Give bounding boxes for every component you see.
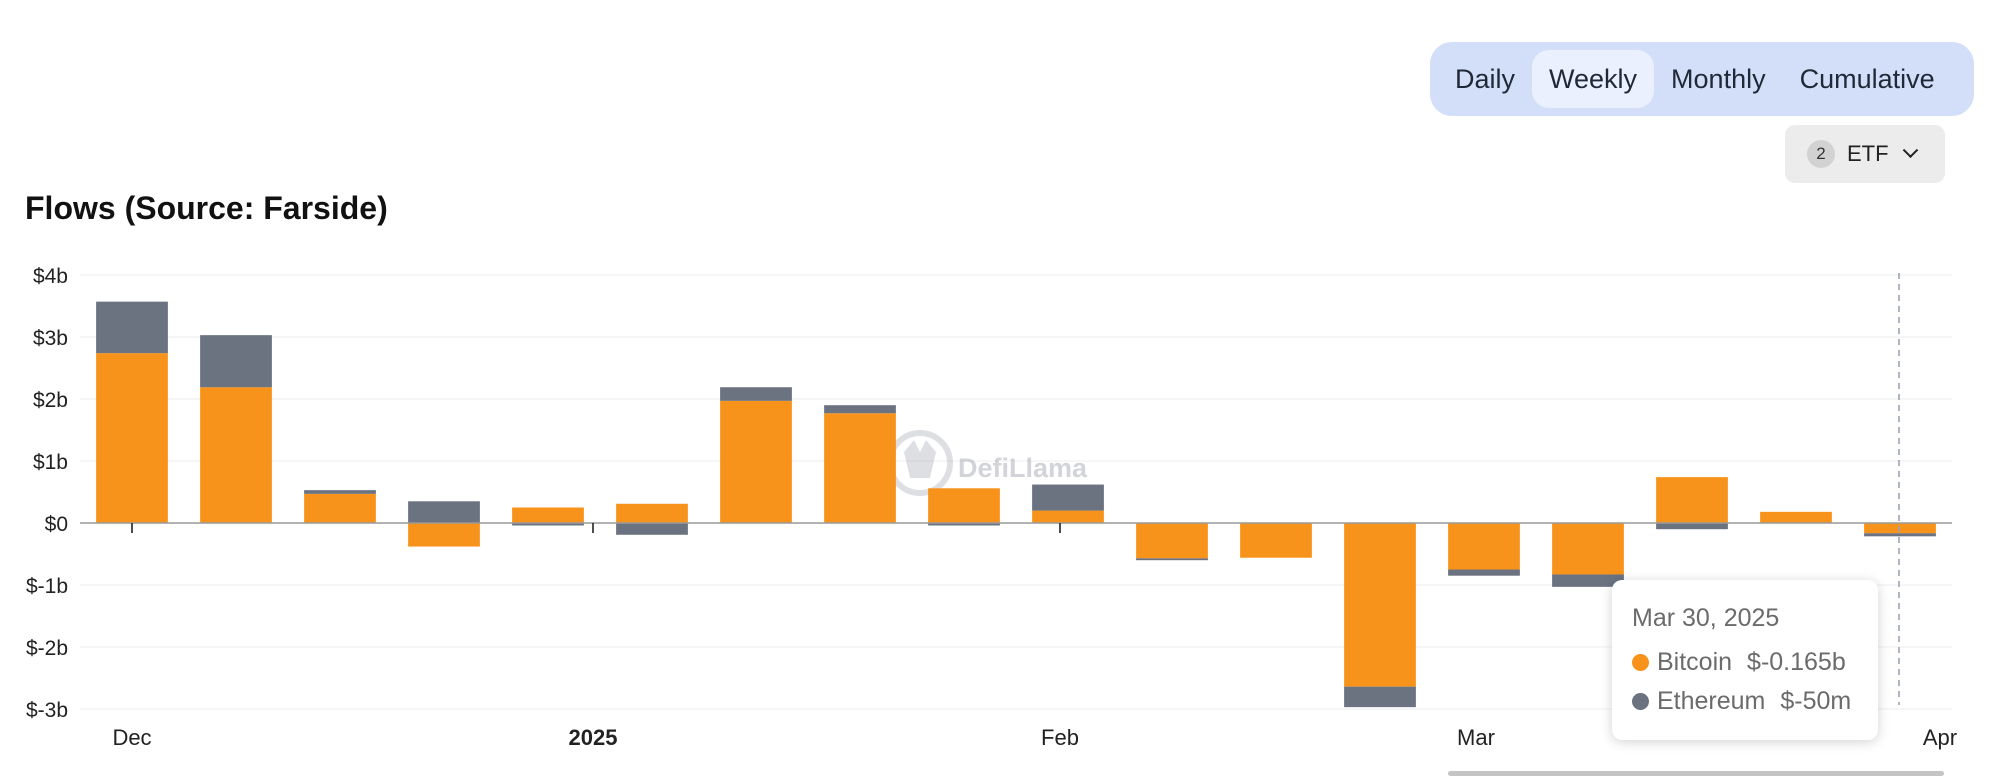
monthly-toggle[interactable]: Monthly xyxy=(1671,64,1766,94)
weekly-toggle[interactable]: Weekly xyxy=(1532,50,1655,108)
cumulative-toggle[interactable]: Cumulative xyxy=(1799,64,1935,94)
bar-bitcoin[interactable] xyxy=(1656,477,1728,523)
axes: $4b $3b $2b $1b $0 $-1b $-2b $-3b Dec 2025 Feb Mar A… xyxy=(26,265,1957,750)
bar-bitcoin[interactable] xyxy=(512,507,584,524)
bar-ethereum[interactable] xyxy=(200,335,272,388)
y-tick-label: $-1b xyxy=(26,575,68,598)
bar-bitcoin[interactable] xyxy=(1240,523,1312,558)
x-tick-label: 2025 xyxy=(569,725,618,750)
defillama-logo-icon xyxy=(887,430,953,496)
y-tick-label: $-2b xyxy=(26,637,68,660)
bar-ethereum[interactable] xyxy=(1032,484,1104,511)
bar-bitcoin[interactable] xyxy=(1136,523,1208,559)
bar-ethereum[interactable] xyxy=(1656,523,1728,530)
etf-count-badge: 2 xyxy=(1807,140,1835,168)
frequency-toggle-group: Daily Weekly Monthly Cumulative xyxy=(1430,42,1974,116)
bar-ethereum[interactable] xyxy=(1448,569,1520,576)
bar-ethereum[interactable] xyxy=(408,501,480,523)
bar-bitcoin[interactable] xyxy=(720,400,792,523)
bar-ethereum[interactable] xyxy=(304,490,376,494)
bitcoin-dot-icon xyxy=(1632,654,1649,671)
y-tick-label: $2b xyxy=(33,389,68,412)
x-tick-label: Feb xyxy=(1041,725,1079,750)
watermark-text: DefiLlama xyxy=(958,453,1088,483)
tooltip-row-ethereum: Ethereum $-50m xyxy=(1632,682,1878,721)
daily-toggle[interactable]: Daily xyxy=(1455,64,1516,94)
tooltip-date: Mar 30, 2025 xyxy=(1632,604,1780,632)
bar-bitcoin[interactable] xyxy=(1552,523,1624,575)
bar-bitcoin[interactable] xyxy=(200,387,272,523)
bar-bitcoin[interactable] xyxy=(1760,511,1832,523)
bar-bitcoin[interactable] xyxy=(1864,523,1936,534)
x-tick-label: Mar xyxy=(1457,725,1495,750)
bar-ethereum[interactable] xyxy=(720,387,792,401)
bar-bitcoin[interactable] xyxy=(304,493,376,523)
y-tick-label: $0 xyxy=(45,513,68,536)
bar-bitcoin[interactable] xyxy=(1448,523,1520,570)
y-tick-label: $1b xyxy=(33,451,68,474)
bar-bitcoin[interactable] xyxy=(1032,510,1104,523)
tooltip-series-name: Ethereum xyxy=(1657,687,1766,715)
bar-bitcoin[interactable] xyxy=(96,353,168,523)
bar-ethereum[interactable] xyxy=(1344,686,1416,708)
watermark: DefiLlama xyxy=(887,430,1088,496)
bar-bitcoin[interactable] xyxy=(824,413,896,523)
etf-select-label: ETF xyxy=(1847,141,1889,166)
bar-bitcoin[interactable] xyxy=(408,523,480,547)
bar-bitcoin[interactable] xyxy=(928,488,1000,523)
tooltip-row-bitcoin: Bitcoin $-0.165b xyxy=(1632,643,1878,682)
tooltip-series-value: $-0.165b xyxy=(1747,648,1846,676)
bar-ethereum[interactable] xyxy=(1552,574,1624,587)
bar-ethereum[interactable] xyxy=(824,405,896,414)
ethereum-dot-icon xyxy=(1632,693,1649,710)
y-tick-label: $4b xyxy=(33,265,68,288)
bar-ethereum[interactable] xyxy=(96,301,168,354)
chart-tooltip: Mar 30, 2025 Bitcoin $-0.165b Ethereum $… xyxy=(1612,580,1878,740)
y-tick-label: $-3b xyxy=(26,699,68,722)
bar-ethereum[interactable] xyxy=(928,523,1000,526)
tooltip-series-value: $-50m xyxy=(1780,687,1852,715)
bar-ethereum[interactable] xyxy=(1864,533,1936,537)
y-tick-label: $3b xyxy=(33,327,68,350)
bar-ethereum[interactable] xyxy=(616,523,688,535)
x-tick-label: Apr xyxy=(1923,725,1957,750)
tooltip-series-name: Bitcoin xyxy=(1657,648,1733,676)
x-tick-label: Dec xyxy=(112,725,151,750)
zoom-scrollbar[interactable] xyxy=(1448,771,1944,776)
bar-bitcoin[interactable] xyxy=(616,503,688,523)
bar-bitcoin[interactable] xyxy=(1344,523,1416,687)
etf-select[interactable]: 2 ETF xyxy=(1785,125,1945,183)
bars xyxy=(96,301,1936,708)
bar-ethereum[interactable] xyxy=(512,523,584,526)
bar-ethereum[interactable] xyxy=(1136,558,1208,561)
chart-title: Flows (Source: Farside) xyxy=(25,190,388,226)
